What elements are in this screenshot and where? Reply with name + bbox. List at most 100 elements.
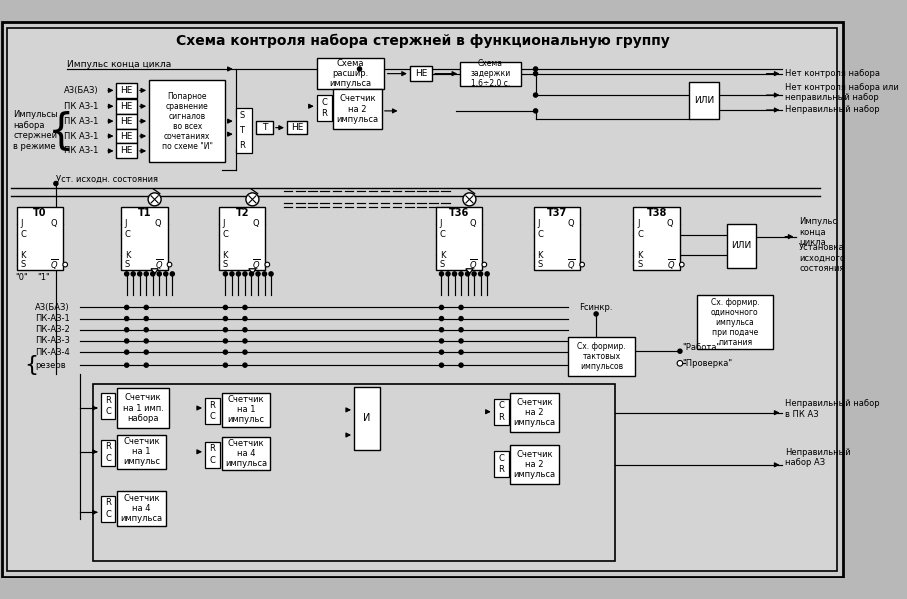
Text: ПК-АЗ-2: ПК-АЗ-2 — [35, 325, 70, 334]
Text: S: S — [222, 260, 228, 269]
Circle shape — [594, 312, 598, 316]
Text: Схема
расшир.
импульса: Схема расшир. импульса — [329, 59, 371, 88]
Circle shape — [440, 316, 444, 320]
Text: K: K — [538, 251, 543, 260]
Circle shape — [243, 363, 247, 367]
Text: Неправильный набор
в ПК АЗ: Неправильный набор в ПК АЗ — [785, 400, 880, 419]
Text: J: J — [538, 219, 540, 228]
Circle shape — [440, 339, 444, 343]
Text: C: C — [21, 230, 26, 239]
Bar — [317, 95, 332, 121]
Circle shape — [243, 350, 247, 354]
Bar — [205, 398, 219, 424]
Text: R: R — [210, 444, 215, 453]
Bar — [221, 393, 270, 426]
Text: НЕ: НЕ — [121, 102, 132, 111]
Text: Сх. формир.
тактовых
импульсов: Сх. формир. тактовых импульсов — [578, 342, 626, 371]
Bar — [101, 440, 115, 466]
Text: НЕ: НЕ — [121, 117, 132, 126]
Bar — [16, 207, 63, 270]
Text: Счетчик
на 4
импульса: Счетчик на 4 импульса — [225, 439, 267, 468]
Bar — [221, 437, 270, 470]
Circle shape — [459, 363, 463, 367]
Circle shape — [440, 305, 444, 310]
Circle shape — [171, 272, 174, 276]
Bar — [493, 399, 509, 425]
Circle shape — [678, 361, 683, 366]
Circle shape — [124, 272, 129, 276]
Polygon shape — [249, 269, 256, 274]
Text: ПК АЗ-1: ПК АЗ-1 — [64, 146, 99, 155]
Circle shape — [459, 316, 463, 320]
Text: C: C — [498, 401, 504, 410]
Text: T36: T36 — [449, 208, 469, 219]
Bar — [493, 451, 509, 477]
Bar — [436, 207, 483, 270]
Text: Q: Q — [470, 219, 476, 228]
Text: ПК АЗ-1: ПК АЗ-1 — [64, 132, 99, 141]
Text: ИЛИ: ИЛИ — [731, 241, 752, 250]
Circle shape — [243, 305, 247, 310]
Text: резерв: резерв — [35, 361, 66, 370]
Text: Импульсы
набора
стержней
в режиме: Импульсы набора стержней в режиме — [13, 110, 58, 150]
Text: T1: T1 — [138, 208, 151, 219]
Text: "Проверка": "Проверка" — [683, 359, 733, 368]
Text: J: J — [637, 219, 639, 228]
Text: Счетчик
на 4
импульса: Счетчик на 4 импульса — [121, 494, 162, 523]
Text: Неправильный
набор АЗ: Неправильный набор АЗ — [785, 447, 851, 467]
Circle shape — [144, 272, 148, 276]
Circle shape — [533, 109, 538, 113]
Text: T37: T37 — [547, 208, 567, 219]
Text: НЕ: НЕ — [414, 69, 427, 78]
Circle shape — [157, 272, 161, 276]
Text: R: R — [498, 465, 504, 474]
Bar — [689, 82, 719, 119]
Circle shape — [124, 305, 129, 310]
Circle shape — [459, 272, 463, 276]
Text: $\overline{Q}$: $\overline{Q}$ — [667, 257, 676, 272]
Circle shape — [463, 193, 476, 206]
Bar — [116, 144, 137, 158]
Text: И: И — [364, 413, 371, 423]
Circle shape — [485, 272, 489, 276]
Text: НЕ: НЕ — [121, 146, 132, 155]
Circle shape — [459, 350, 463, 354]
Text: C: C — [538, 230, 543, 239]
Circle shape — [229, 272, 234, 276]
Text: Установка
исходного
состояния: Установка исходного состояния — [799, 243, 845, 273]
Circle shape — [533, 67, 538, 71]
Bar — [117, 491, 166, 527]
Text: C: C — [105, 407, 111, 416]
Bar — [93, 384, 615, 561]
Text: R: R — [210, 401, 215, 410]
Bar — [256, 121, 273, 134]
Text: T: T — [239, 126, 244, 135]
Text: Q: Q — [50, 219, 57, 228]
Text: K: K — [125, 251, 131, 260]
Text: Счетчик
на 1
импульс: Счетчик на 1 импульс — [228, 395, 265, 425]
Text: ИЛИ: ИЛИ — [694, 96, 715, 105]
Circle shape — [465, 272, 470, 276]
Circle shape — [440, 363, 444, 367]
Bar — [116, 129, 137, 144]
Text: C: C — [105, 454, 111, 463]
Bar — [511, 393, 559, 432]
Circle shape — [479, 272, 483, 276]
Bar — [117, 435, 166, 468]
Bar — [101, 495, 115, 522]
Circle shape — [223, 350, 228, 354]
Text: НЕ: НЕ — [121, 132, 132, 141]
Bar — [116, 83, 137, 98]
Circle shape — [533, 93, 538, 97]
Text: C: C — [105, 510, 111, 519]
Text: C: C — [321, 98, 327, 107]
Text: C: C — [210, 456, 215, 465]
Bar — [236, 108, 252, 153]
Text: Q: Q — [567, 219, 574, 228]
Circle shape — [144, 305, 148, 310]
Text: Схема контроля набора стержней в функциональную группу: Схема контроля набора стержней в функцио… — [176, 34, 669, 48]
Circle shape — [262, 272, 267, 276]
Circle shape — [164, 272, 168, 276]
Text: Q: Q — [154, 219, 161, 228]
Text: Попарное
сравнение
сигналов
во всех
сочетаниях
по схеме "И": Попарное сравнение сигналов во всех соче… — [161, 92, 213, 151]
